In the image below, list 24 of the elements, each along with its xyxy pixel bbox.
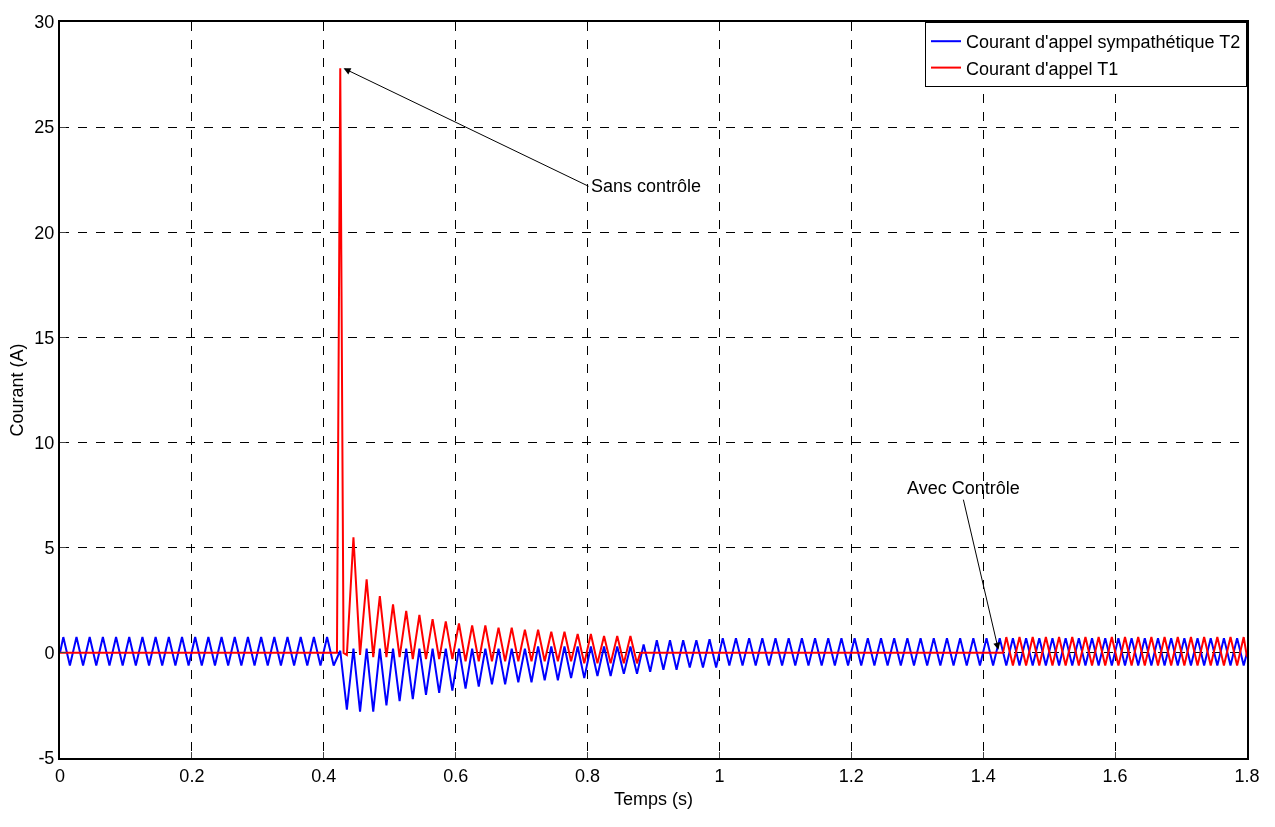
x-tick-label: 0.4 — [311, 765, 337, 786]
y-axis-title: Courant (A) — [7, 343, 28, 437]
x-tick-label: 1.4 — [970, 765, 996, 786]
x-tick-label: 1.8 — [1234, 765, 1260, 786]
y-tick-label: 15 — [34, 327, 55, 348]
y-tick-label: 20 — [34, 222, 55, 243]
x-tick-label: 0.8 — [575, 765, 601, 786]
x-tick-label: 0.2 — [179, 765, 205, 786]
x-tick-label: 0.6 — [443, 765, 469, 786]
y-tick-label: 25 — [34, 117, 55, 138]
annotation: Avec Contrôle — [907, 478, 1020, 498]
y-tick-label: -5 — [38, 748, 55, 769]
y-tick-label: 30 — [34, 12, 55, 33]
line-series — [60, 636, 1247, 713]
x-axis-title: Temps (s) — [613, 789, 694, 810]
x-tick-label: 1 — [714, 765, 725, 786]
y-tick-label: 0 — [44, 643, 55, 664]
x-tick-label: 1.2 — [838, 765, 864, 786]
y-tick-label: 5 — [44, 538, 55, 559]
legend-label: Courant d'appel T1 — [966, 58, 1119, 79]
y-tick-label: 10 — [34, 432, 55, 453]
legend-label: Courant d'appel sympathétique T2 — [966, 32, 1241, 53]
annotation: Sans contrôle — [591, 176, 702, 196]
x-tick-label: 1.6 — [1102, 765, 1128, 786]
